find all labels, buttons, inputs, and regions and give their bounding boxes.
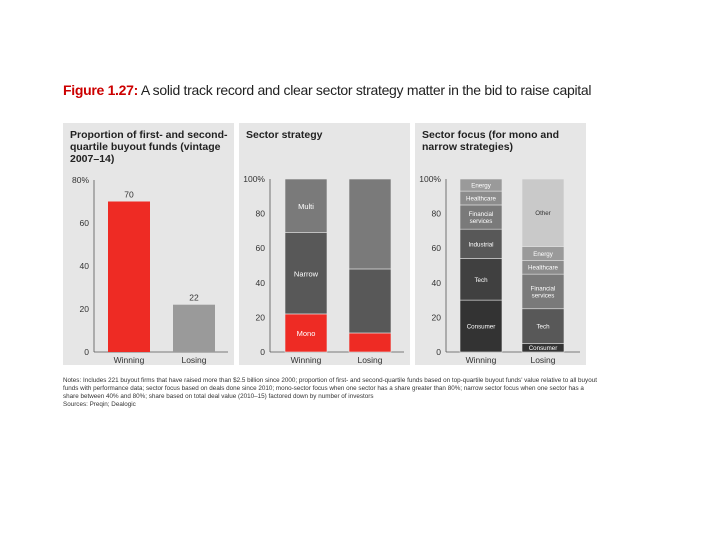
x-tick-label-losing: Losing — [181, 355, 206, 365]
y-tick-label: 0 — [260, 347, 265, 357]
y-tick-label: 20 — [432, 312, 442, 322]
segment-label-losing-financial-services: Financial — [531, 285, 556, 292]
y-tick-label: 40 — [432, 278, 442, 288]
panel-sector-strategy: Sector strategy 0 20 40 60 80 100% Mono Narrow M… — [239, 123, 410, 365]
y-tick-label: 60 — [256, 243, 266, 253]
y-tick-label: 40 — [256, 278, 266, 288]
segment-label-winning-financial-services: Financial — [469, 211, 494, 218]
x-tick-label-winning: Winning — [114, 355, 145, 365]
bar-losing — [173, 304, 215, 352]
y-tick-label: 80 — [256, 209, 266, 219]
chart-fund-quartile: 0 20 40 60 80% 70 22 Winning Losing — [72, 175, 228, 365]
panel-title-sector-strategy: Sector strategy — [246, 129, 323, 141]
segment-winning-mono — [284, 313, 328, 353]
segment-label-losing-energy: Energy — [533, 251, 554, 258]
y-tick-label: 100% — [419, 174, 441, 184]
chart-sector-focus: 0 20 40 60 80 100% Consumer Tech Industrial Finan… — [419, 174, 580, 365]
segment-label-winning-financial-services: services — [470, 218, 493, 225]
y-tick-label: 80 — [432, 209, 442, 219]
panel-sector-focus: Sector focus (for mono and narrow strate… — [415, 123, 586, 365]
segment-label-losing-consumer: Consumer — [529, 345, 558, 352]
segment-winning-multi — [284, 178, 328, 233]
segment-label-mono: Mono — [297, 329, 316, 338]
segment-losing-multi — [348, 178, 392, 270]
notes-text: Notes: Includes 221 buyout firms that ha… — [63, 377, 597, 400]
y-tick-label: 20 — [256, 312, 266, 322]
figure-title-text: A solid track record and clear sector st… — [140, 82, 592, 98]
data-label-winning: 70 — [124, 190, 134, 200]
segment-label-winning-healthcare: Healthcare — [466, 196, 496, 203]
segment-label-multi: Multi — [298, 202, 314, 211]
y-tick-label: 0 — [84, 347, 89, 357]
x-tick-label-losing: Losing — [530, 355, 555, 365]
segment-label-losing-financial-services: services — [532, 292, 555, 299]
x-tick-label-losing: Losing — [357, 355, 382, 365]
figure-title: Figure 1.27: A solid track record and cl… — [63, 82, 591, 98]
segment-winning-narrow — [284, 232, 328, 315]
y-tick-label: 40 — [80, 261, 90, 271]
segment-label-narrow: Narrow — [294, 269, 319, 278]
bar-winning — [108, 201, 150, 352]
segment-winning-consumer — [459, 299, 503, 353]
segment-label-winning-tech: Tech — [474, 277, 488, 284]
segment-label-winning-energy: Energy — [471, 183, 492, 190]
y-tick-label: 100% — [243, 174, 265, 184]
segment-winning-tech — [459, 258, 503, 301]
x-tick-label-winning: Winning — [466, 355, 497, 365]
segment-label-winning-consumer: Consumer — [467, 324, 496, 331]
figure-number: Figure 1.27: — [63, 82, 138, 98]
segment-losing-tech — [521, 308, 565, 344]
figure-notes: Notes: Includes 221 buyout firms that ha… — [63, 377, 597, 409]
x-tick-label-winning: Winning — [291, 355, 322, 365]
segment-winning-energy — [459, 178, 503, 192]
segment-losing-other — [521, 178, 565, 247]
y-tick-label: 20 — [80, 304, 90, 314]
segment-losing-narrow — [348, 268, 392, 334]
panel-title-fund-quartile: Proportion of first- and second-quartile… — [70, 129, 228, 165]
y-tick-label: 80% — [72, 175, 89, 185]
data-label-losing: 22 — [189, 293, 199, 303]
segment-label-losing-other: Other — [535, 210, 550, 217]
segment-label-losing-healthcare: Healthcare — [528, 265, 558, 272]
segment-losing-mono — [348, 332, 392, 353]
y-tick-label: 60 — [432, 243, 442, 253]
segment-label-winning-industrial: Industrial — [468, 241, 493, 248]
segment-winning-industrial — [459, 228, 503, 259]
panel-fund-quartile: Proportion of first- and second-quartile… — [63, 123, 234, 365]
chart-sector-strategy: 0 20 40 60 80 100% Mono Narrow Multi Winning Losin… — [243, 174, 404, 365]
y-tick-label: 0 — [436, 347, 441, 357]
notes-sources: Sources: Preqin; Dealogic — [63, 401, 136, 408]
segment-label-losing-tech: Tech — [536, 324, 550, 331]
y-tick-label: 60 — [80, 218, 90, 228]
segment-losing-financial-services — [521, 273, 565, 310]
panel-title-sector-focus: Sector focus (for mono and narrow strate… — [422, 129, 560, 153]
